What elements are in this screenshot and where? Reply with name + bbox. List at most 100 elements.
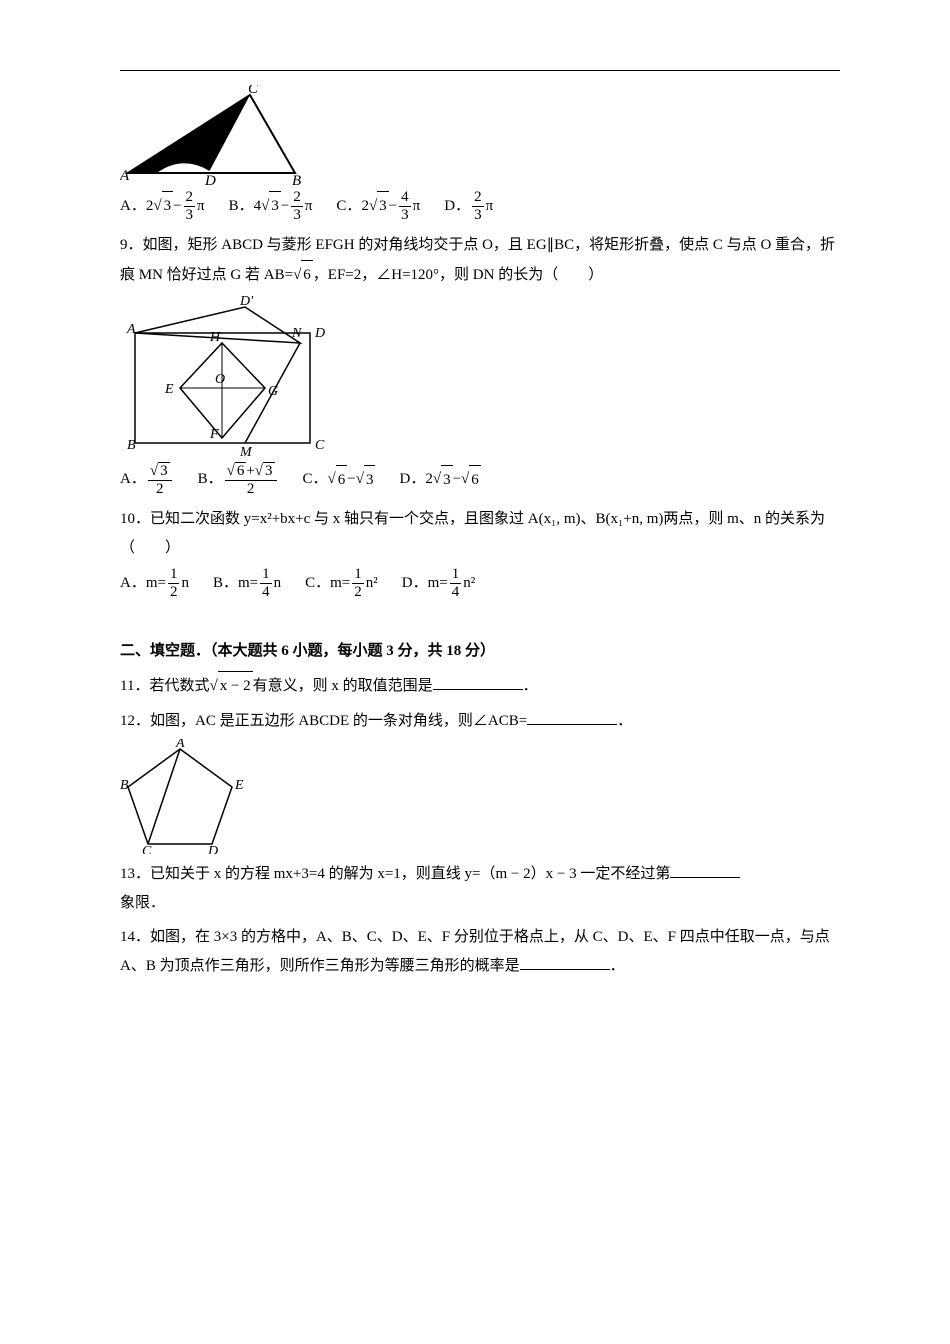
svg-text:B: B (120, 778, 129, 793)
rad-icon (356, 465, 362, 494)
q9-options: A． 32 B． 6+32 C． 6−3 D． 23−6 (120, 462, 840, 497)
coef: 2 (146, 192, 154, 221)
svg-text:B: B (127, 438, 136, 453)
tail: ． (617, 713, 632, 729)
den: 2 (225, 481, 277, 498)
rad-icon (461, 465, 467, 494)
q12-text: 12．如图，AC 是正五边形 ABCDE 的一条对角线，则∠ACB= (120, 713, 527, 729)
rad-icon (433, 465, 439, 494)
q13: 13．已知关于 x 的方程 mx+3=4 的解为 x=1，则直线 y=（m − … (120, 860, 840, 917)
q9-figure: A D B C D′ E G H F O M N (120, 293, 840, 458)
suffix: n² (463, 569, 475, 598)
radicand: 6 (235, 462, 247, 480)
num: 2 (472, 189, 484, 207)
tail: ． (523, 678, 538, 694)
den: 2 (352, 584, 364, 601)
radicand: 3 (269, 191, 281, 221)
svg-text:M: M (239, 445, 253, 458)
rad-icon (150, 463, 156, 479)
q10-option-D: D．m= 14n² (402, 566, 475, 600)
q9-text: 9．如图，矩形 ABCD 与菱形 EFGH 的对角线均交于点 O，且 EG∥BC… (120, 231, 840, 289)
rad-icon (369, 192, 375, 221)
q13-text: 13．已知关于 x 的方程 mx+3=4 的解为 x=1，则直线 y=（m − … (120, 866, 670, 882)
radicand: 3 (263, 462, 275, 480)
coef: 2 (361, 192, 369, 221)
q9-option-D: D． 23−6 (399, 462, 480, 497)
svg-text:C: C (315, 438, 325, 453)
q11: 11．若代数式x − 2有意义，则 x 的取值范围是． (120, 671, 840, 701)
q14: 14．如图，在 3×3 的方格中，A、B、C、D、E、F 分别位于格点上，从 C… (120, 923, 840, 980)
q10-text: 10．已知二次函数 y=x²+bx+c 与 x 轴只有一个交点，且图象过 A(x… (120, 505, 840, 562)
svg-text:O: O (215, 372, 225, 387)
opt-label: D． (399, 465, 425, 494)
num: 1 (450, 566, 462, 584)
rad-icon (293, 267, 299, 283)
q12: 12．如图，AC 是正五边形 ABCDE 的一条对角线，则∠ACB= ． (120, 707, 840, 736)
rad-icon (255, 463, 261, 479)
q10-options: A．m= 12n B．m= 14n C．m= 12n² D．m= 14n² (120, 566, 840, 600)
opt-label: B． (229, 192, 254, 221)
tail: ． (610, 958, 625, 974)
diag-AC (148, 749, 180, 844)
radicand: 3 (158, 462, 170, 480)
label-D: D (204, 173, 216, 185)
q9-option-C: C． 6−3 (303, 462, 376, 497)
q8-options: A． 23 −23π B． 43 −23π C． 23 −43π D． 23π (120, 189, 840, 223)
svg-text:D: D (314, 326, 325, 341)
q8-option-D: D． 23π (444, 189, 493, 223)
opt-label: B． (198, 465, 223, 494)
radicand: x − 2 (218, 671, 253, 701)
coef: 2 (425, 465, 433, 494)
q10-text-content: 10．已知二次函数 y=x²+bx+c 与 x 轴只有一个交点，且图象过 A(x… (120, 511, 825, 556)
q8-option-A: A． 23 −23π (120, 189, 205, 223)
q10-option-A: A．m= 12n (120, 566, 189, 600)
den: 2 (148, 481, 172, 498)
den: 3 (472, 207, 484, 224)
radicand: 3 (364, 465, 376, 495)
q10-option-B: B．m= 14n (213, 566, 281, 600)
blank (670, 862, 740, 878)
num: 4 (399, 189, 411, 207)
num: 1 (352, 566, 364, 584)
opt-label: A．m= (120, 569, 166, 598)
den: 3 (184, 207, 196, 224)
svg-text:D: D (207, 844, 218, 854)
svg-text:A: A (175, 739, 185, 751)
tail: 象限． (120, 895, 165, 911)
page: A D B C A． 23 −23π B． 43 −23π C． 23 −43π… (120, 70, 840, 980)
radicand: 3 (441, 465, 453, 495)
rad-icon (153, 192, 159, 221)
q10-option-C: C．m= 12n² (305, 566, 378, 600)
q8-option-B: B． 43 −23π (229, 189, 313, 223)
q8-figure: A D B C (120, 85, 840, 185)
q12-figure: A B C D E (120, 739, 840, 854)
svg-text:E: E (164, 382, 174, 397)
q8-option-C: C． 23 −43π (336, 189, 420, 223)
label-B: B (292, 173, 301, 185)
den: 4 (450, 584, 462, 601)
q14-text: 14．如图，在 3×3 的方格中，A、B、C、D、E、F 分别位于格点上，从 C… (120, 929, 830, 974)
den: 4 (260, 584, 272, 601)
opt-label: A． (120, 192, 146, 221)
svg-text:A: A (126, 322, 136, 337)
radicand: 6 (336, 465, 348, 495)
rad-icon (209, 678, 215, 694)
pi: π (486, 192, 494, 221)
q9-text-part2: ，EF=2，∠H=120°，则 DN 的长为（ ） (313, 267, 603, 283)
den: 3 (399, 207, 411, 224)
pentagon (128, 749, 232, 844)
num: 2 (184, 189, 196, 207)
blank (520, 954, 610, 970)
opt-label: B．m= (213, 569, 258, 598)
den: 2 (168, 584, 180, 601)
blank (527, 709, 617, 725)
opt-label: A． (120, 465, 146, 494)
rad-icon (261, 192, 267, 221)
pi: π (197, 192, 205, 221)
svg-text:C: C (142, 844, 152, 854)
opt-label: C．m= (305, 569, 350, 598)
svg-text:G: G (268, 384, 278, 399)
section2-title: 二、填空题．（本大题共 6 小题，每小题 3 分，共 18 分） (120, 637, 840, 666)
radicand: 3 (377, 191, 389, 221)
opt-label: C． (303, 465, 328, 494)
